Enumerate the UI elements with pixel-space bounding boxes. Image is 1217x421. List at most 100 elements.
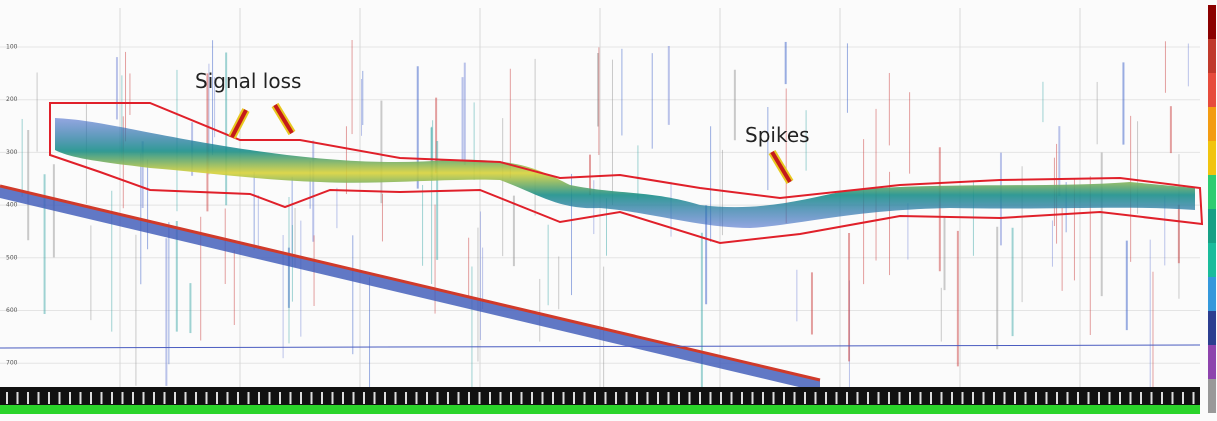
- tick: [1140, 392, 1142, 404]
- tick: [898, 392, 901, 404]
- depth-label: 700: [6, 360, 18, 367]
- tick: [331, 392, 334, 404]
- tick: [699, 392, 701, 404]
- tick: [657, 392, 659, 404]
- tick: [583, 392, 586, 404]
- color-step: [1208, 209, 1216, 243]
- tick: [951, 392, 953, 404]
- color-step: [1208, 141, 1216, 175]
- tick: [247, 392, 250, 404]
- tick: [1056, 392, 1058, 404]
- tick: [100, 392, 103, 404]
- tick: [436, 392, 439, 404]
- depth-axis: 100 200 300 400 500 600 700: [6, 44, 18, 367]
- tick: [37, 392, 40, 404]
- tick: [1035, 392, 1037, 404]
- color-step: [1208, 107, 1216, 141]
- scattering-layer: [55, 118, 1195, 228]
- tick: [226, 392, 229, 404]
- tick: [552, 392, 554, 404]
- tick: [804, 392, 806, 404]
- depth-label: 500: [6, 254, 18, 261]
- tick: [1003, 392, 1006, 404]
- color-step: [1208, 379, 1216, 413]
- tick: [573, 392, 575, 404]
- tick: [835, 392, 838, 404]
- tick: [510, 392, 512, 404]
- tick: [1119, 392, 1121, 404]
- tick: [79, 392, 82, 404]
- tick: [783, 392, 785, 404]
- tick: [1014, 392, 1016, 404]
- tick: [121, 392, 124, 404]
- tick: [216, 392, 218, 404]
- tick: [993, 392, 995, 404]
- tick: [709, 392, 712, 404]
- depth-label: 400: [6, 202, 18, 209]
- tick: [405, 392, 407, 404]
- tick: [982, 392, 985, 404]
- color-step: [1208, 277, 1216, 311]
- tick: [195, 392, 197, 404]
- color-scale: [1208, 5, 1216, 413]
- time-ticks: [6, 392, 1195, 404]
- tick: [499, 392, 502, 404]
- tick: [720, 392, 722, 404]
- tick: [1161, 392, 1163, 404]
- tick: [478, 392, 481, 404]
- tick: [646, 392, 649, 404]
- tick: [384, 392, 386, 404]
- tick: [27, 392, 29, 404]
- tick: [142, 392, 145, 404]
- tick: [153, 392, 155, 404]
- tick: [1150, 392, 1153, 404]
- tick: [846, 392, 848, 404]
- reference-line: [0, 344, 1201, 349]
- color-step: [1208, 39, 1216, 73]
- tick: [919, 392, 922, 404]
- color-step: [1208, 5, 1216, 39]
- time-bar: [0, 387, 1200, 405]
- tick: [877, 392, 880, 404]
- tick: [562, 392, 565, 404]
- tick: [310, 392, 313, 404]
- tick: [667, 392, 670, 404]
- tick: [888, 392, 890, 404]
- arrows: [228, 102, 794, 185]
- tick: [184, 392, 187, 404]
- tick: [1171, 392, 1174, 404]
- tick: [1024, 392, 1027, 404]
- tick: [111, 392, 113, 404]
- tick: [594, 392, 596, 404]
- tick: [688, 392, 691, 404]
- tick: [625, 392, 628, 404]
- tick: [825, 392, 827, 404]
- tick: [237, 392, 239, 404]
- tick: [48, 392, 50, 404]
- tick: [1045, 392, 1048, 404]
- tick: [69, 392, 71, 404]
- annotation: Signal loss: [195, 69, 301, 93]
- tick: [258, 392, 260, 404]
- tick: [856, 392, 859, 404]
- tick: [489, 392, 491, 404]
- tick: [909, 392, 911, 404]
- tick: [520, 392, 523, 404]
- tick: [1087, 392, 1090, 404]
- status-bar: [0, 405, 1200, 414]
- tick: [90, 392, 92, 404]
- tick: [762, 392, 764, 404]
- arrow: [273, 103, 294, 135]
- tick: [1066, 392, 1069, 404]
- seafloor-line: [0, 184, 821, 382]
- tick: [205, 392, 208, 404]
- tick: [163, 392, 166, 404]
- depth-label: 200: [6, 96, 18, 103]
- tick: [930, 392, 932, 404]
- tick: [1129, 392, 1132, 404]
- tick: [468, 392, 470, 404]
- depth-label: 300: [6, 149, 18, 156]
- tick: [636, 392, 638, 404]
